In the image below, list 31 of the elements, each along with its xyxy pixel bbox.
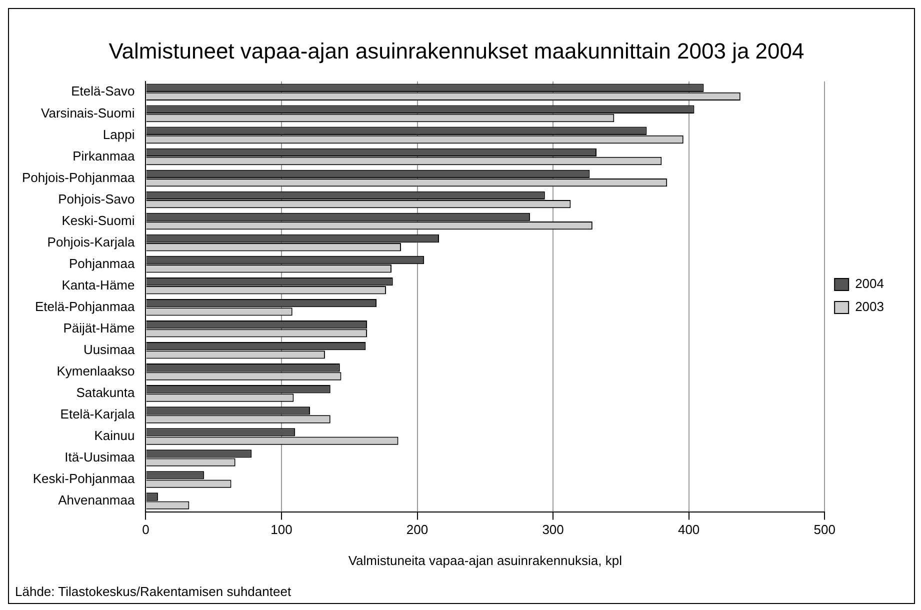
x-tick-label: 0 bbox=[142, 522, 150, 538]
y-tick-label: Keski-Suomi bbox=[62, 212, 135, 228]
y-tick-label: Pohjois-Karjala bbox=[47, 234, 136, 250]
y-tick-label: Pirkanmaa bbox=[72, 148, 136, 164]
y-tick-label: Uusimaa bbox=[83, 342, 136, 357]
y-tick-label: Lappi bbox=[102, 126, 135, 142]
y-tick-label: Etelä-Savo bbox=[71, 84, 135, 99]
x-tick-label: 300 bbox=[542, 522, 564, 538]
chart-title: Valmistuneet vapaa-ajan asuinrakennukset maakunnittain 2003 ja 2004 bbox=[108, 38, 804, 64]
y-tick-label: Etelä-Karjala bbox=[60, 406, 136, 422]
y-tick-label: Päijät-Häme bbox=[63, 320, 135, 336]
y-tick-label: Kanta-Häme bbox=[62, 277, 135, 292]
legend-label: 2004 bbox=[855, 276, 884, 292]
y-tick-label: Keski-Pohjanmaa bbox=[32, 471, 136, 486]
y-tick-label: Varsinais-Suomi bbox=[41, 105, 135, 120]
y-tick-label: Kymenlaakso bbox=[56, 364, 135, 378]
y-tick-label: Ahvenanmaa bbox=[58, 492, 136, 508]
legend-label: 2003 bbox=[855, 299, 884, 314]
x-tick-label: 100 bbox=[270, 522, 292, 538]
x-axis-title: Valmistuneita vapaa-ajan asuinrakennuksia, kpl bbox=[348, 552, 622, 568]
y-tick-label: Kainuu bbox=[94, 428, 135, 444]
y-tick-label: Etelä-Pohjanmaa bbox=[35, 298, 136, 314]
y-tick-label: Satakunta bbox=[76, 385, 136, 400]
x-tick-label: 200 bbox=[406, 522, 428, 538]
x-tick-label: 400 bbox=[678, 522, 700, 538]
y-tick-label: Pohjanmaa bbox=[68, 256, 136, 271]
y-tick-label: Pohjois-Savo bbox=[58, 191, 135, 206]
x-tick-label: 500 bbox=[814, 522, 836, 538]
y-tick-label: Pohjois-Pohjanmaa bbox=[22, 170, 136, 185]
y-tick-label: Itä-Uusimaa bbox=[64, 450, 136, 465]
text: Lähde: Tilastokeskus/Rakentamisen suhdanteet bbox=[15, 584, 292, 600]
